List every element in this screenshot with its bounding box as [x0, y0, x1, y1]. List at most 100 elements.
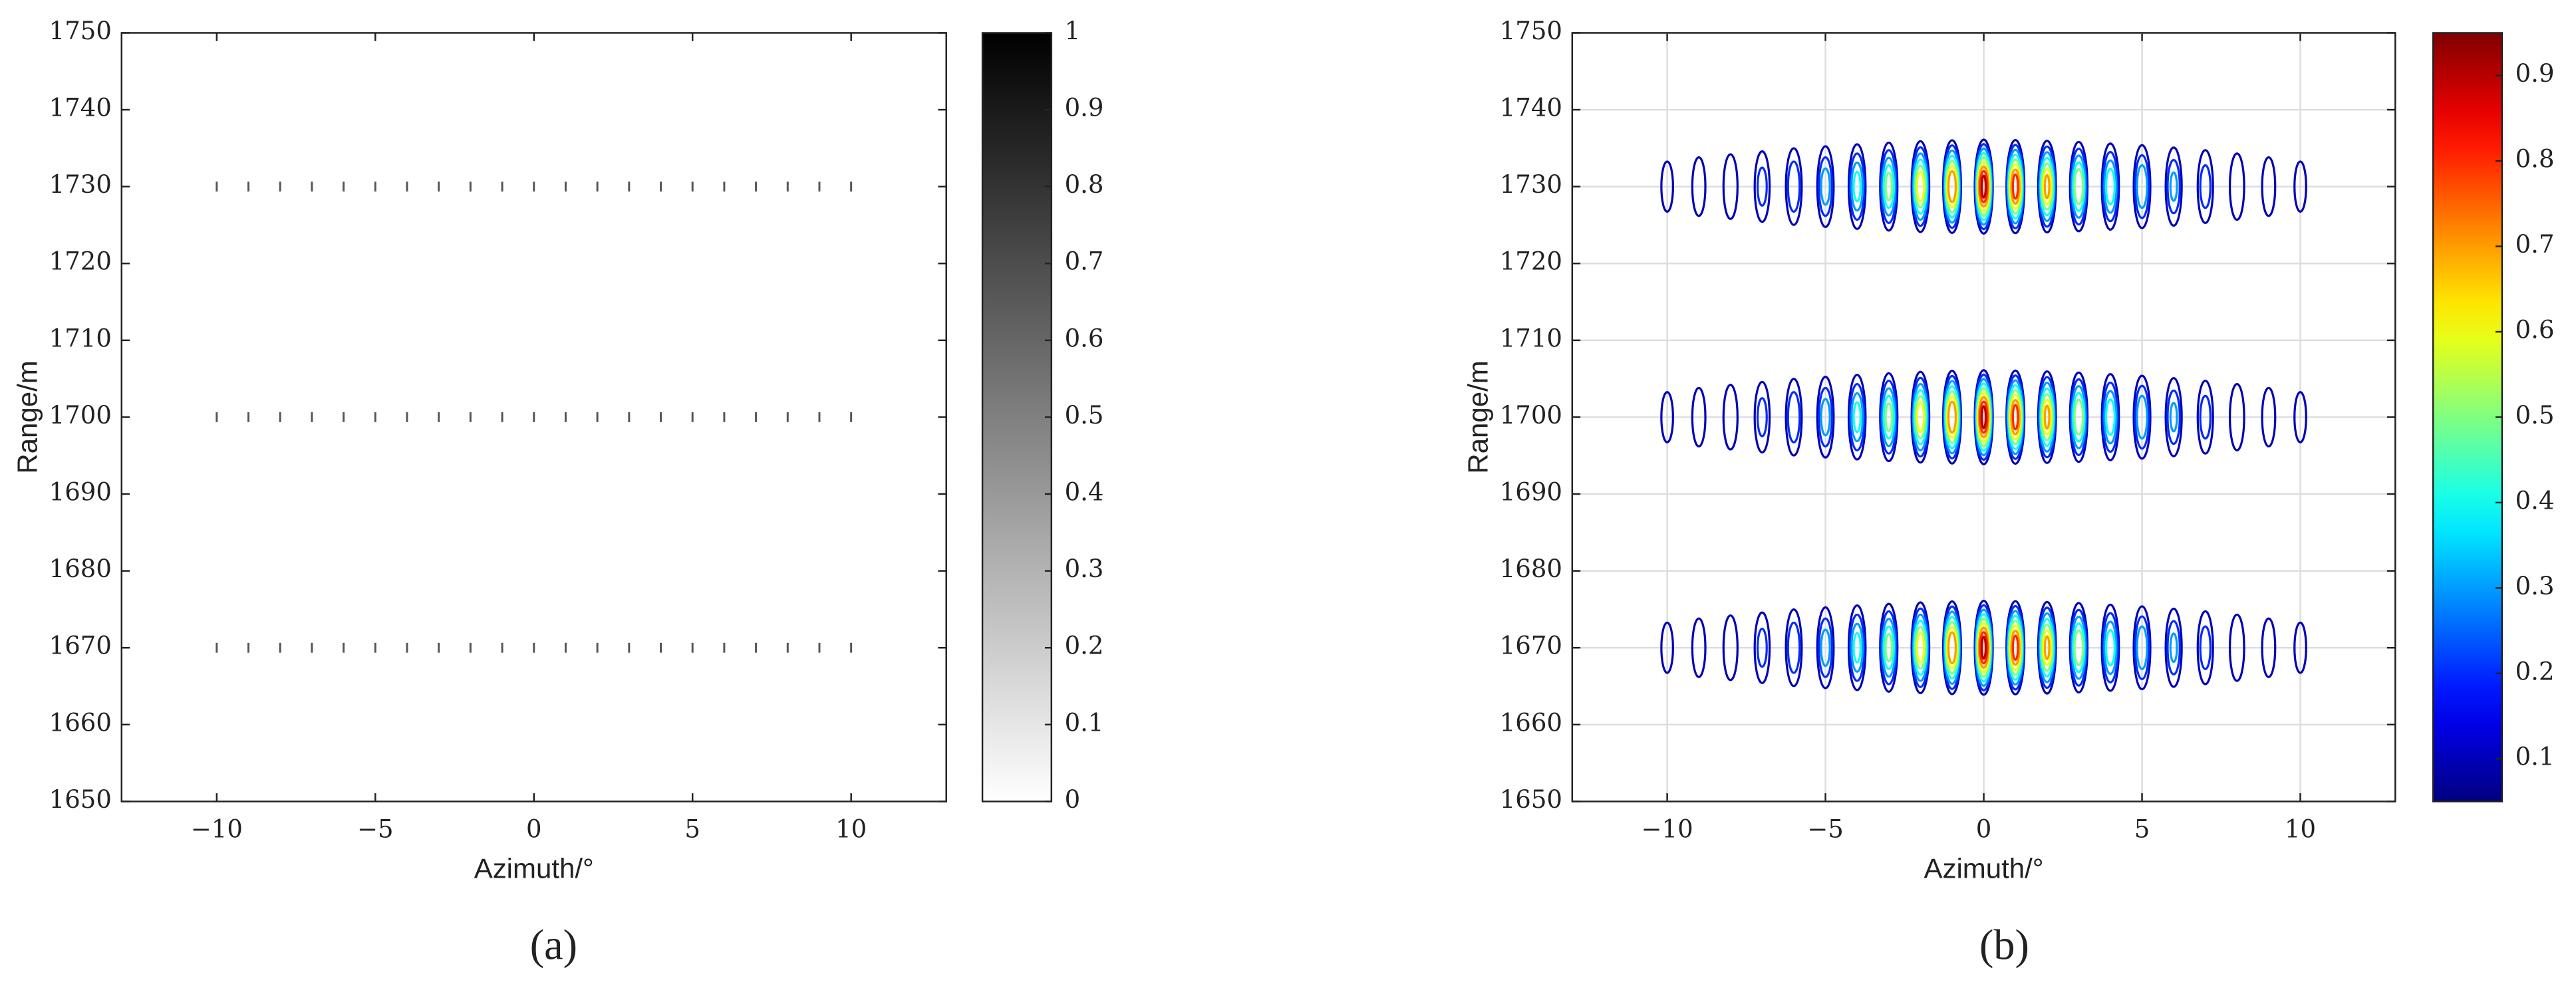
- y-tick-label: 1680: [1500, 555, 1562, 583]
- contour-line: [2136, 625, 2148, 670]
- contour-line: [1913, 389, 1928, 445]
- contour-line: [1979, 631, 1989, 665]
- contour-line: [2169, 632, 2178, 664]
- y-tick-label: 1750: [1500, 17, 1562, 45]
- x-tick-label: 10: [835, 814, 867, 843]
- x-tick-label: −10: [1642, 814, 1693, 843]
- contour-line: [2010, 629, 2021, 666]
- x-tick-label: 0: [526, 814, 542, 843]
- x-axis-label: Azimuth/°: [474, 852, 594, 884]
- contour-line: [2102, 612, 2119, 683]
- colorbar: [981, 32, 1053, 803]
- contour-line: [1916, 170, 1926, 203]
- colorbar-tick-label: 0.5: [1065, 401, 1104, 430]
- y-tick-label: 1730: [49, 170, 112, 199]
- contour-line: [1947, 631, 1957, 665]
- colorbar-tick-label: 0: [1065, 785, 1081, 814]
- y-tick-label: 1650: [1500, 785, 1562, 814]
- colorbar: [2432, 32, 2504, 803]
- contour-line: [1884, 402, 1894, 432]
- contour-line: [2071, 615, 2087, 680]
- contour-line: [1981, 636, 1987, 660]
- contour-line: [2136, 164, 2148, 209]
- contour-line: [1753, 150, 1771, 223]
- contour-line: [2164, 377, 2183, 457]
- contour-line: [2072, 161, 2086, 212]
- contour-line: [1979, 170, 1989, 203]
- contour-line: [2072, 622, 2086, 674]
- contour-line: [2169, 402, 2178, 433]
- axes-box: [1571, 32, 2396, 803]
- contour-line: [1880, 149, 1898, 224]
- x-tick-label: −10: [191, 814, 243, 843]
- contour-line: [1756, 397, 1768, 437]
- contour-line: [2011, 634, 2019, 662]
- contour-line: [1787, 160, 1801, 213]
- colorbar-tick-label: 0.3: [1065, 555, 1104, 583]
- contour-line: [2228, 613, 2245, 682]
- contour-line: [1816, 376, 1835, 459]
- contour-line: [1914, 164, 1927, 209]
- contour-line: [1818, 386, 1834, 448]
- marks: [1660, 138, 2307, 696]
- contour-line: [1660, 391, 1674, 443]
- contour-line: [2041, 393, 2054, 441]
- contour-line: [2104, 168, 2116, 205]
- contour-line: [1818, 156, 1834, 217]
- x-tick-label: 10: [2285, 814, 2316, 843]
- colorbar-tick-label: 0.5: [2515, 401, 2555, 430]
- contour-line: [2166, 620, 2181, 676]
- contour-line: [1850, 392, 1864, 443]
- y-tick-label: 1690: [1500, 478, 1562, 507]
- contour-line: [1753, 380, 1771, 454]
- contour-line: [1787, 391, 1801, 443]
- contour-line: [1756, 628, 1768, 668]
- contour-line: [2293, 160, 2307, 213]
- contour-line: [1882, 625, 1896, 670]
- contour-line: [1820, 628, 1831, 668]
- subcaption: (b): [1979, 921, 2029, 968]
- contour-line: [2199, 625, 2212, 670]
- contour-line: [1816, 606, 1835, 689]
- colorbar-tick-label: 0.4: [1065, 478, 1104, 507]
- y-tick-label: 1750: [49, 17, 112, 45]
- y-tick-label: 1660: [49, 708, 112, 737]
- contour-line: [2164, 607, 2183, 688]
- x-tick-label: 0: [1976, 814, 1992, 843]
- colorbar-tick-label: 0.6: [2515, 315, 2555, 344]
- contour-line: [1850, 622, 1864, 673]
- colorbar-tick-label: 0.9: [2515, 59, 2555, 88]
- contour-line: [2009, 624, 2022, 671]
- contour-line: [2071, 154, 2087, 219]
- colorbar-tick-label: 0.1: [1065, 708, 1104, 737]
- colorbar-tick-label: 0.8: [1065, 170, 1104, 199]
- contour-line: [2041, 162, 2054, 211]
- contour-line: [2261, 386, 2277, 448]
- contour-line: [2199, 394, 2212, 440]
- contour-line: [1753, 611, 1771, 684]
- contour-line: [2132, 144, 2152, 229]
- colorbar-tick-label: 0.6: [1065, 324, 1104, 352]
- contour-line: [1818, 617, 1834, 678]
- contour-line: [2166, 158, 2181, 215]
- contour-line: [2010, 168, 2021, 205]
- contour-line: [1882, 394, 1896, 440]
- axes-box: [120, 32, 947, 803]
- contour-line: [2009, 394, 2022, 441]
- contour-line: [2196, 610, 2214, 685]
- contour-line: [1691, 386, 1707, 448]
- contour-line: [1848, 613, 1866, 682]
- contour-line: [1884, 632, 1894, 663]
- contour-line: [2011, 404, 2019, 431]
- x-tick-label: 5: [2134, 814, 2150, 843]
- y-tick-label: 1670: [1500, 632, 1562, 660]
- contour-line: [1914, 626, 1927, 670]
- contour-line: [1848, 152, 1866, 221]
- contour-line: [2041, 398, 2053, 435]
- x-tick-label: 5: [684, 814, 700, 843]
- contour-line: [1691, 617, 1707, 678]
- contour-line: [2041, 624, 2054, 672]
- contour-line: [2103, 159, 2118, 214]
- contour-line: [1852, 632, 1862, 664]
